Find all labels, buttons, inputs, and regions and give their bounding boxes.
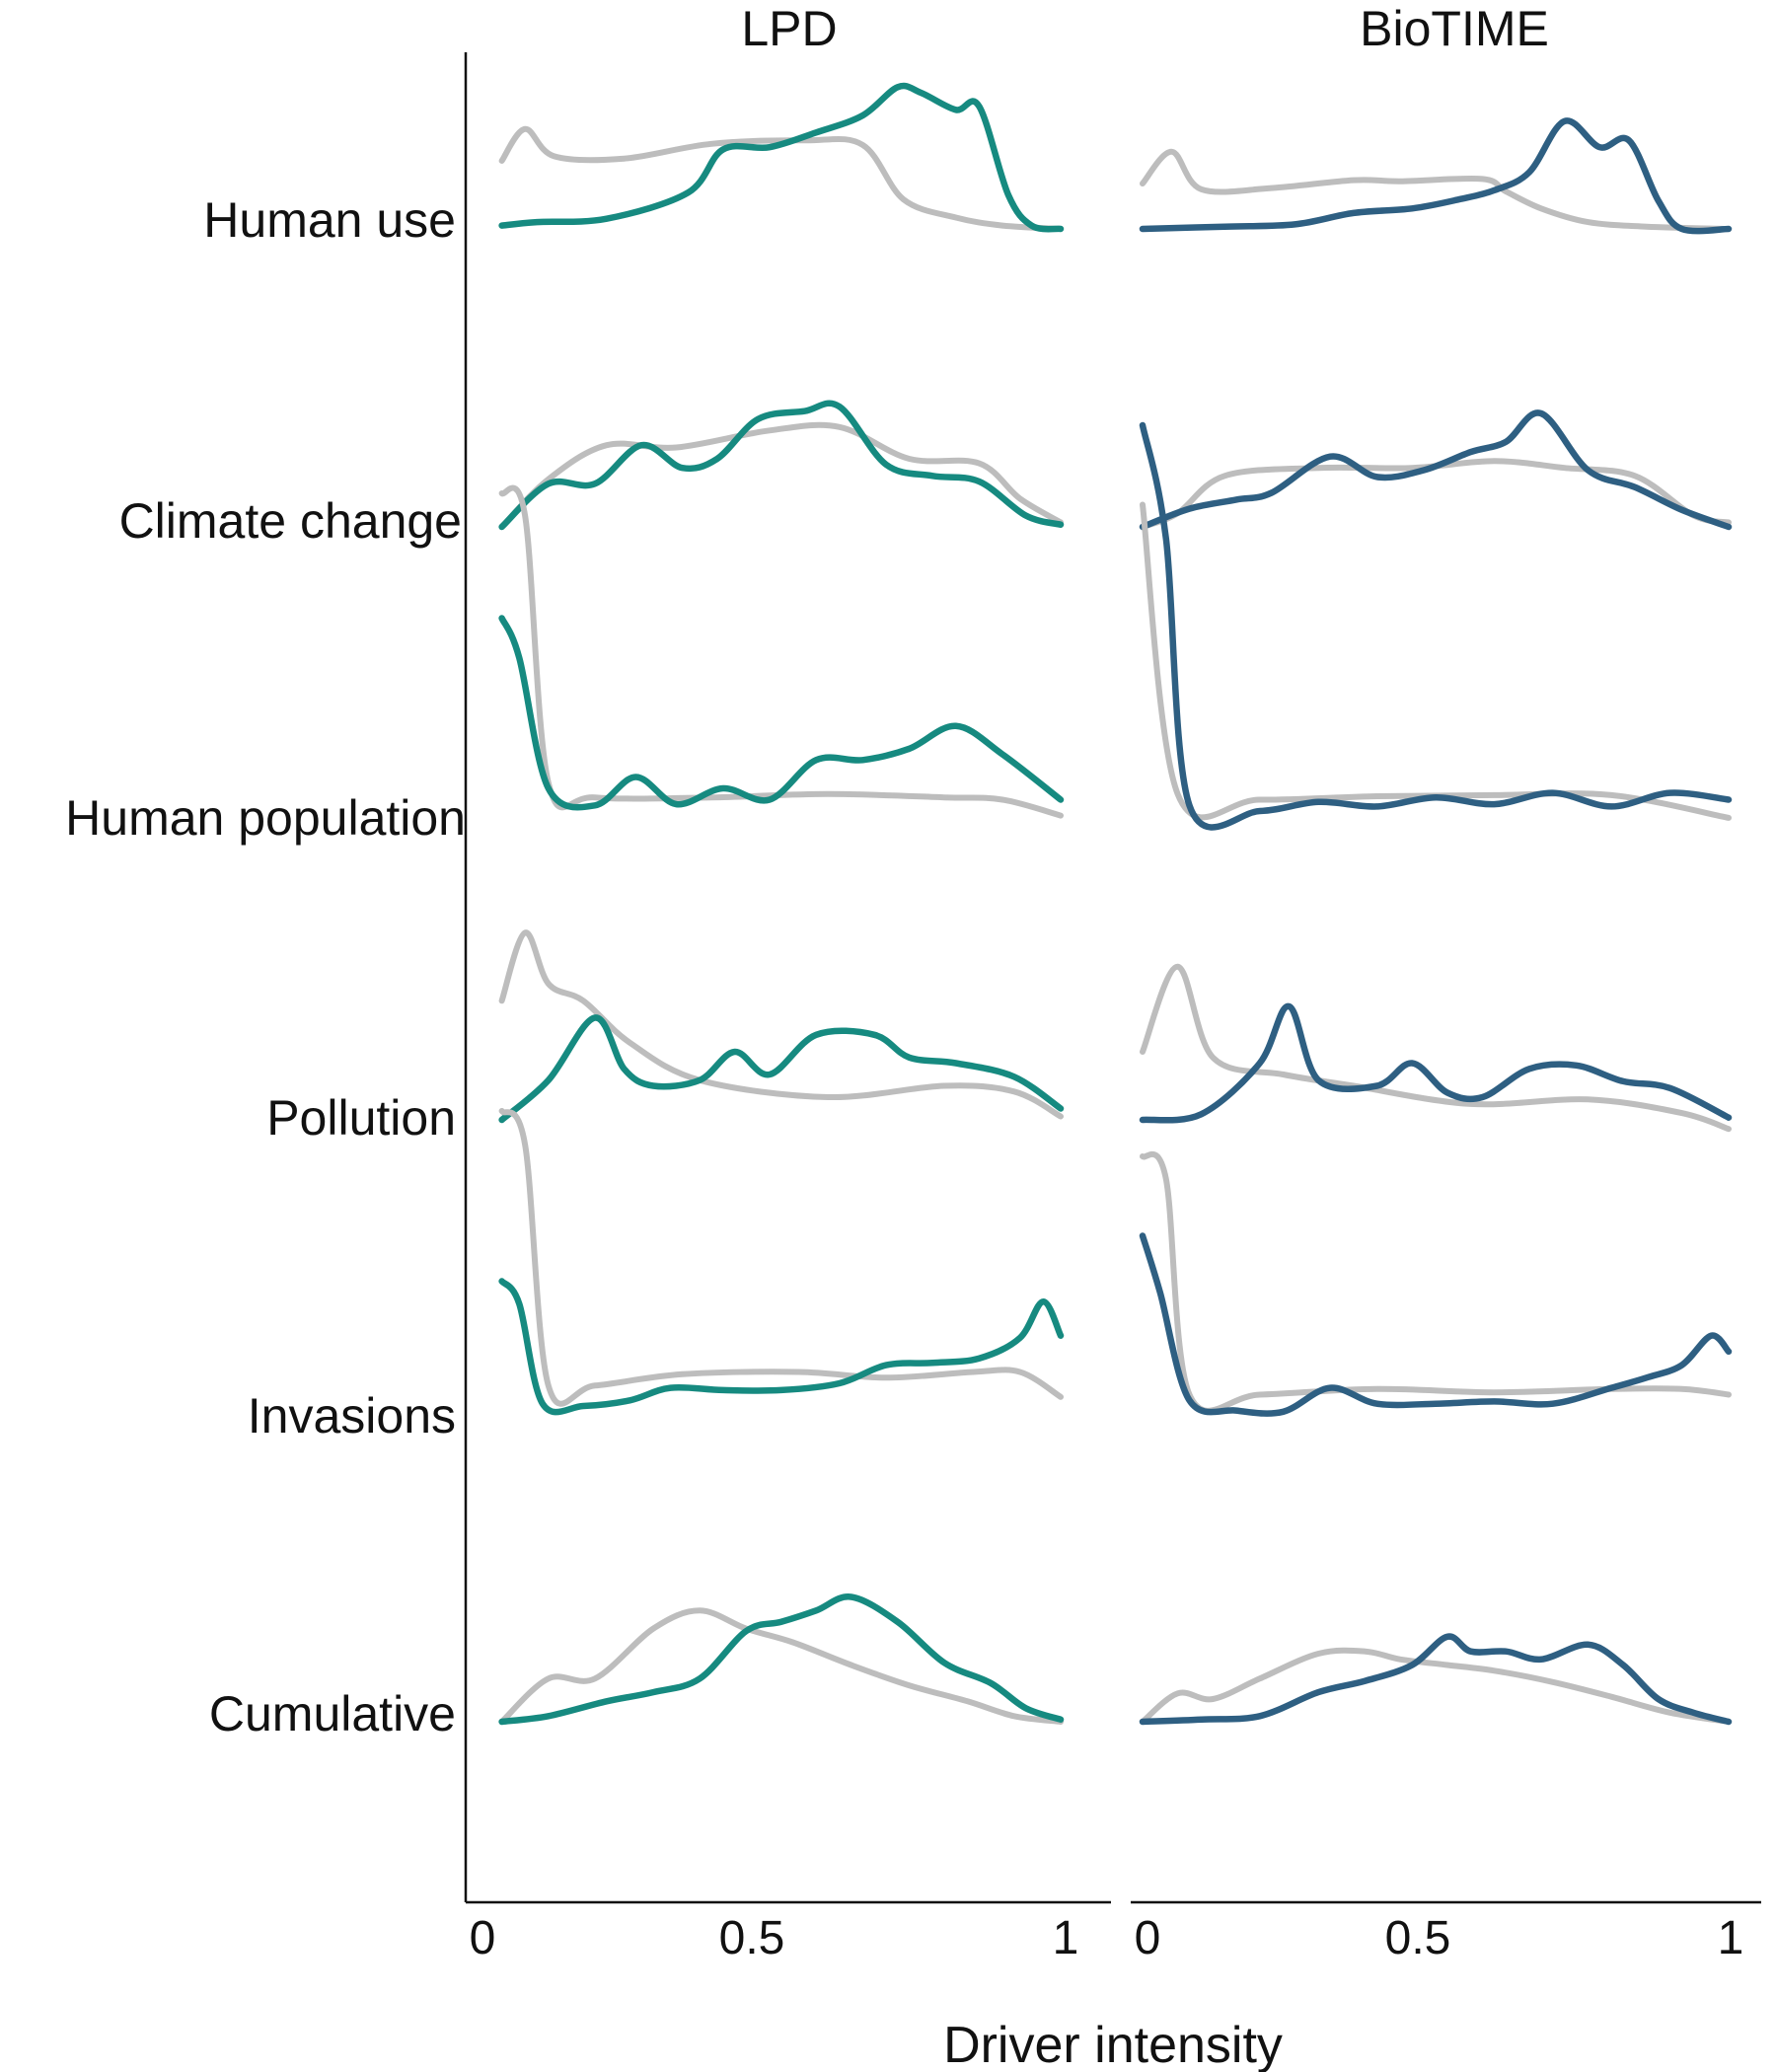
density-line-lpd-human-population-selected [498,615,1065,811]
density-line-lpd-climate-change-background [498,421,1064,530]
density-line-biotime-cumulative-background [1140,1647,1732,1725]
density-line-biotime-human-population-background [1140,501,1732,821]
row-label-cumulative: Cumulative [209,1686,456,1741]
density-line-biotime-human-use-selected [1139,117,1733,235]
density-line-biotime-human-population-selected [1139,421,1733,831]
density-line-lpd-human-use-selected [498,82,1065,233]
x-tick-label-biotime-1: 1 [1718,1912,1744,1964]
x-tick-label-lpd-1: 1 [1053,1912,1079,1964]
row-label-human-population: Human population [65,790,466,846]
row-label-human-use: Human use [203,192,456,248]
density-line-lpd-climate-change-selected [498,400,1065,531]
density-line-lpd-invasions-background [498,1108,1064,1407]
row-label-pollution: Pollution [266,1090,456,1146]
density-line-lpd-human-population-background [498,484,1064,819]
density-line-biotime-climate-change-background [1140,458,1732,530]
density-line-lpd-pollution-selected [498,1014,1065,1124]
density-line-biotime-cumulative-selected [1139,1633,1733,1726]
density-line-biotime-pollution-selected [1139,1002,1733,1124]
density-line-biotime-invasions-selected [1139,1232,1733,1417]
panel-title-lpd: LPD [741,1,837,56]
x-tick-label-lpd-0: 0 [470,1912,496,1964]
density-line-lpd-invasions-selected [498,1278,1065,1416]
x-tick-label-biotime-0.5: 0.5 [1385,1912,1451,1964]
density-line-lpd-cumulative-selected [498,1593,1065,1726]
x-axis-title: Driver intensity [943,2017,1283,2072]
density-line-biotime-invasions-background [1140,1150,1732,1414]
x-tick-label-lpd-0.5: 0.5 [719,1912,785,1964]
x-tick-label-biotime-0: 0 [1135,1912,1161,1964]
density-line-biotime-pollution-background [1140,963,1732,1133]
panel-title-biotime: BioTIME [1360,1,1549,56]
density-curves [498,82,1733,1726]
density-line-lpd-pollution-background [498,929,1064,1120]
row-label-invasions: Invasions [248,1388,456,1443]
density-line-biotime-climate-change-selected [1139,409,1733,531]
row-label-climate-change: Climate change [119,493,462,549]
density-line-biotime-human-use-background [1140,148,1732,232]
density-line-lpd-cumulative-background [498,1607,1064,1725]
